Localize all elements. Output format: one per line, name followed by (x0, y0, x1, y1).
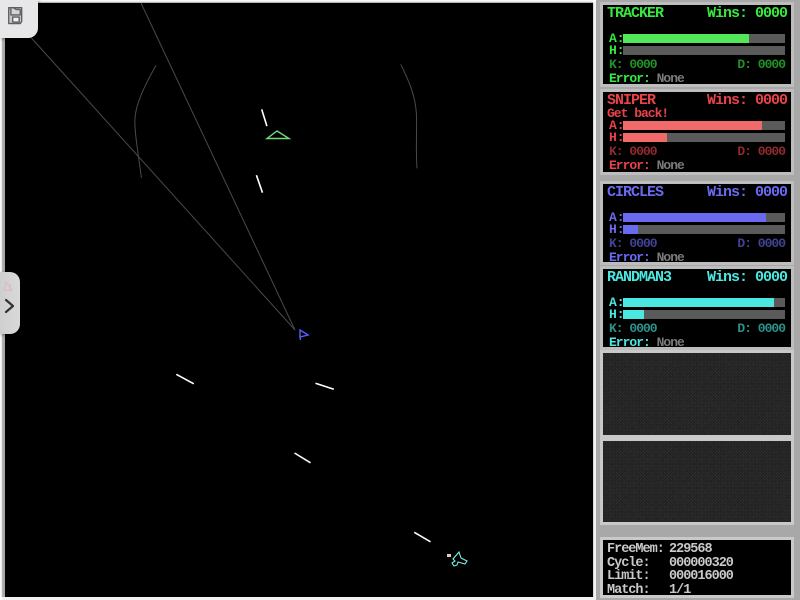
svg-text:!: ! (9, 283, 12, 293)
